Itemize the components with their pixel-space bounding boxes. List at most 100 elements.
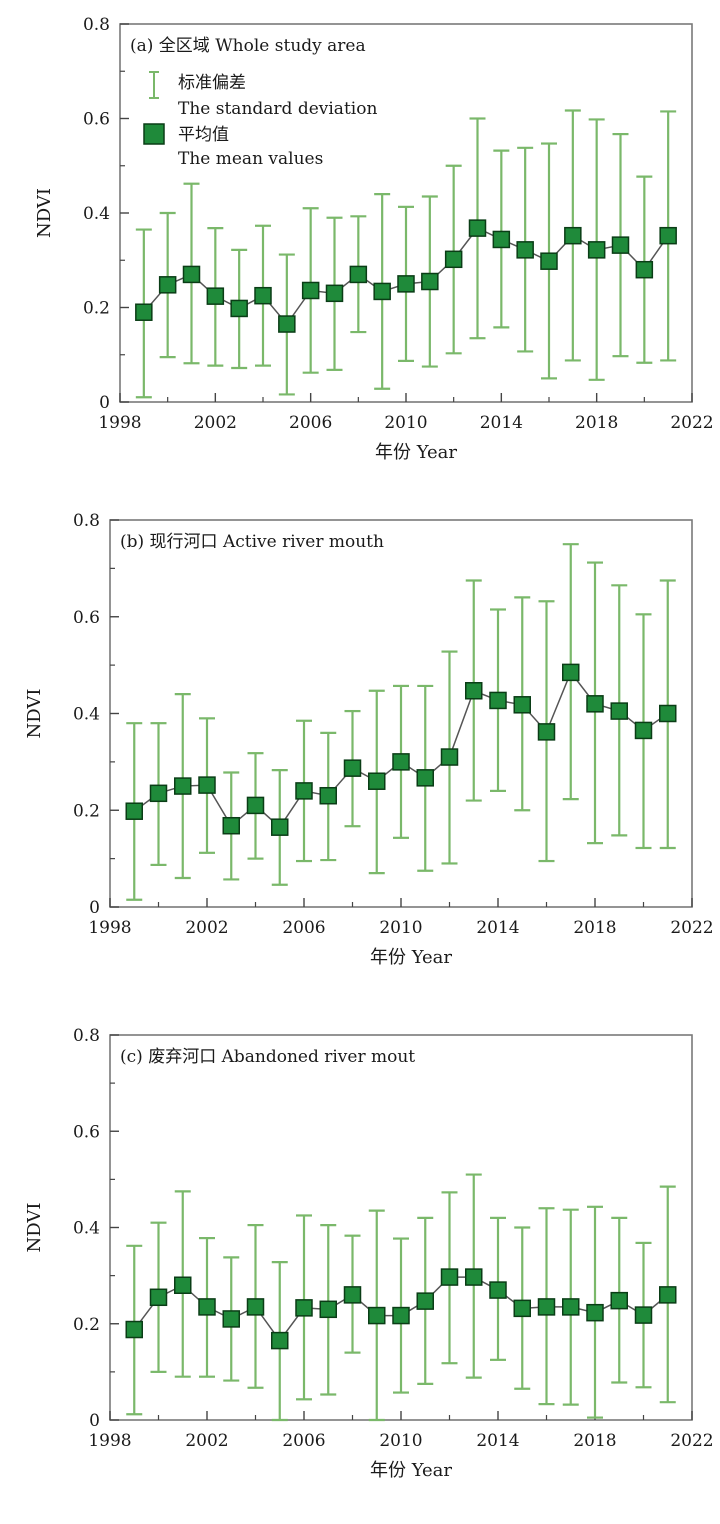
mean-marker bbox=[222, 816, 240, 835]
mean-marker bbox=[230, 299, 248, 318]
y-tick-label: 0.2 bbox=[73, 801, 100, 821]
y-tick-label: 0.4 bbox=[73, 705, 100, 725]
mean-marker bbox=[343, 759, 362, 777]
x-tick-label: 2002 bbox=[185, 918, 228, 938]
x-tick-label: 1998 bbox=[88, 918, 131, 938]
y-tick-label: 0.2 bbox=[83, 299, 110, 319]
panel-title: (a) 全区域 Whole study area bbox=[130, 36, 366, 56]
x-tick-label: 1998 bbox=[88, 1431, 131, 1451]
mean-marker bbox=[319, 1300, 337, 1319]
mean-marker bbox=[271, 1331, 289, 1350]
mean-marker bbox=[564, 226, 582, 245]
legend: 标准偏差 The standard deviation 平均值 The mean va… bbox=[143, 71, 377, 169]
y-tick-label: 0.2 bbox=[73, 1315, 100, 1335]
x-tick-label: 1998 bbox=[98, 413, 141, 433]
mean-marker bbox=[368, 772, 386, 790]
x-tick-label: 2022 bbox=[670, 413, 713, 433]
mean-marker bbox=[634, 721, 653, 740]
x-tick-label: 2010 bbox=[384, 413, 427, 433]
mean-marker bbox=[537, 723, 556, 741]
chart-panel-c: 0 0.2 0.4 0.6 0.8 1998 2002 2006 2010 2014 2018 202… bbox=[24, 1026, 714, 1481]
x-tick-label: 2010 bbox=[379, 918, 422, 938]
mean-marker bbox=[295, 782, 313, 800]
legend-sublabel: The mean values bbox=[178, 149, 323, 169]
x-tick-label: 2018 bbox=[575, 413, 618, 433]
y-tick-label: 0 bbox=[99, 393, 110, 413]
mean-marker bbox=[586, 695, 604, 713]
mean-marker bbox=[125, 1320, 143, 1339]
mean-marker bbox=[301, 281, 320, 300]
mean-marker bbox=[149, 1288, 168, 1307]
mean-marker bbox=[373, 282, 391, 301]
chart-panel-a: 0 0.2 0.4 0.6 0.8 1998 2002 2006 2010 2014 2018 202… bbox=[34, 15, 714, 463]
mean-marker bbox=[397, 275, 415, 293]
y-tick-label: 0.8 bbox=[83, 15, 110, 35]
x-tick-label: 2018 bbox=[573, 918, 616, 938]
y-tick-label: 0.6 bbox=[73, 608, 100, 628]
x-tick-label: 2014 bbox=[480, 413, 523, 433]
mean-marker bbox=[440, 748, 459, 766]
mean-marker bbox=[198, 1298, 216, 1316]
mean-marker bbox=[254, 286, 272, 305]
mean-marker bbox=[392, 753, 410, 771]
mean-marker bbox=[516, 241, 534, 259]
x-tick-label: 2014 bbox=[476, 1431, 519, 1451]
mean-marker bbox=[513, 1299, 531, 1318]
y-tick-label: 0.6 bbox=[73, 1122, 100, 1142]
y-axis-title: NDVI bbox=[24, 689, 45, 739]
panel-title: (b) 现行河口 Active river mouth bbox=[120, 532, 384, 552]
y-axis-title: NDVI bbox=[34, 188, 55, 238]
mean-marker bbox=[659, 226, 677, 245]
x-axis-title: 年份 Year bbox=[370, 1460, 452, 1481]
x-tick-label: 2006 bbox=[289, 413, 332, 433]
mean-marker bbox=[416, 769, 434, 787]
panel-title: (c) 废弃河口 Abandoned river mout bbox=[120, 1047, 415, 1067]
legend-label: 标准偏差 bbox=[178, 73, 246, 93]
mean-marker bbox=[174, 777, 192, 795]
mean-marker bbox=[587, 241, 606, 259]
legend-label: 平均值 bbox=[178, 125, 229, 145]
chart-panel-b: 0 0.2 0.4 0.6 0.8 1998 2002 2006 2010 2014 2018 202… bbox=[24, 511, 714, 968]
x-tick-label: 2018 bbox=[573, 1431, 616, 1451]
x-axis-title: 年份 Year bbox=[375, 442, 457, 463]
x-tick-label: 2006 bbox=[282, 918, 325, 938]
mean-marker bbox=[634, 1306, 653, 1324]
mean-marker bbox=[368, 1306, 386, 1325]
mean-marker bbox=[611, 236, 630, 254]
mean-marker bbox=[537, 1298, 556, 1316]
mean-marker bbox=[343, 1286, 362, 1304]
mean-marker bbox=[325, 284, 344, 303]
y-axis-title: NDVI bbox=[24, 1203, 45, 1253]
y-tick-label: 0.4 bbox=[83, 204, 110, 224]
y-tick-label: 0.8 bbox=[73, 511, 100, 531]
mean-marker bbox=[586, 1303, 604, 1322]
mean-marker bbox=[489, 691, 507, 710]
mean-marker bbox=[540, 252, 558, 270]
x-tick-label: 2014 bbox=[476, 918, 519, 938]
mean-marker bbox=[246, 796, 265, 815]
mean-marker bbox=[222, 1310, 240, 1328]
mean-marker bbox=[295, 1299, 313, 1317]
mean-marker bbox=[610, 702, 628, 720]
mean-marker bbox=[271, 818, 289, 836]
mean-marker bbox=[635, 260, 654, 279]
mean-marker bbox=[278, 315, 296, 333]
mean-marker bbox=[158, 276, 177, 294]
legend-sublabel: The standard deviation bbox=[178, 99, 377, 119]
mean-marker bbox=[492, 230, 511, 249]
mean-marker bbox=[465, 682, 483, 700]
mean-marker bbox=[562, 1298, 580, 1316]
mean-marker bbox=[421, 272, 439, 291]
x-tick-label: 2010 bbox=[379, 1431, 422, 1451]
mean-marker bbox=[440, 1268, 459, 1286]
y-tick-label: 0 bbox=[89, 1411, 100, 1431]
mean-marker bbox=[416, 1292, 434, 1310]
x-tick-label: 2006 bbox=[282, 1431, 325, 1451]
y-tick-label: 0.4 bbox=[73, 1219, 100, 1239]
x-tick-label: 2002 bbox=[185, 1431, 228, 1451]
x-tick-label: 2002 bbox=[194, 413, 237, 433]
mean-marker bbox=[125, 802, 143, 820]
mean-marker bbox=[319, 786, 337, 805]
mean-marker bbox=[349, 265, 368, 284]
